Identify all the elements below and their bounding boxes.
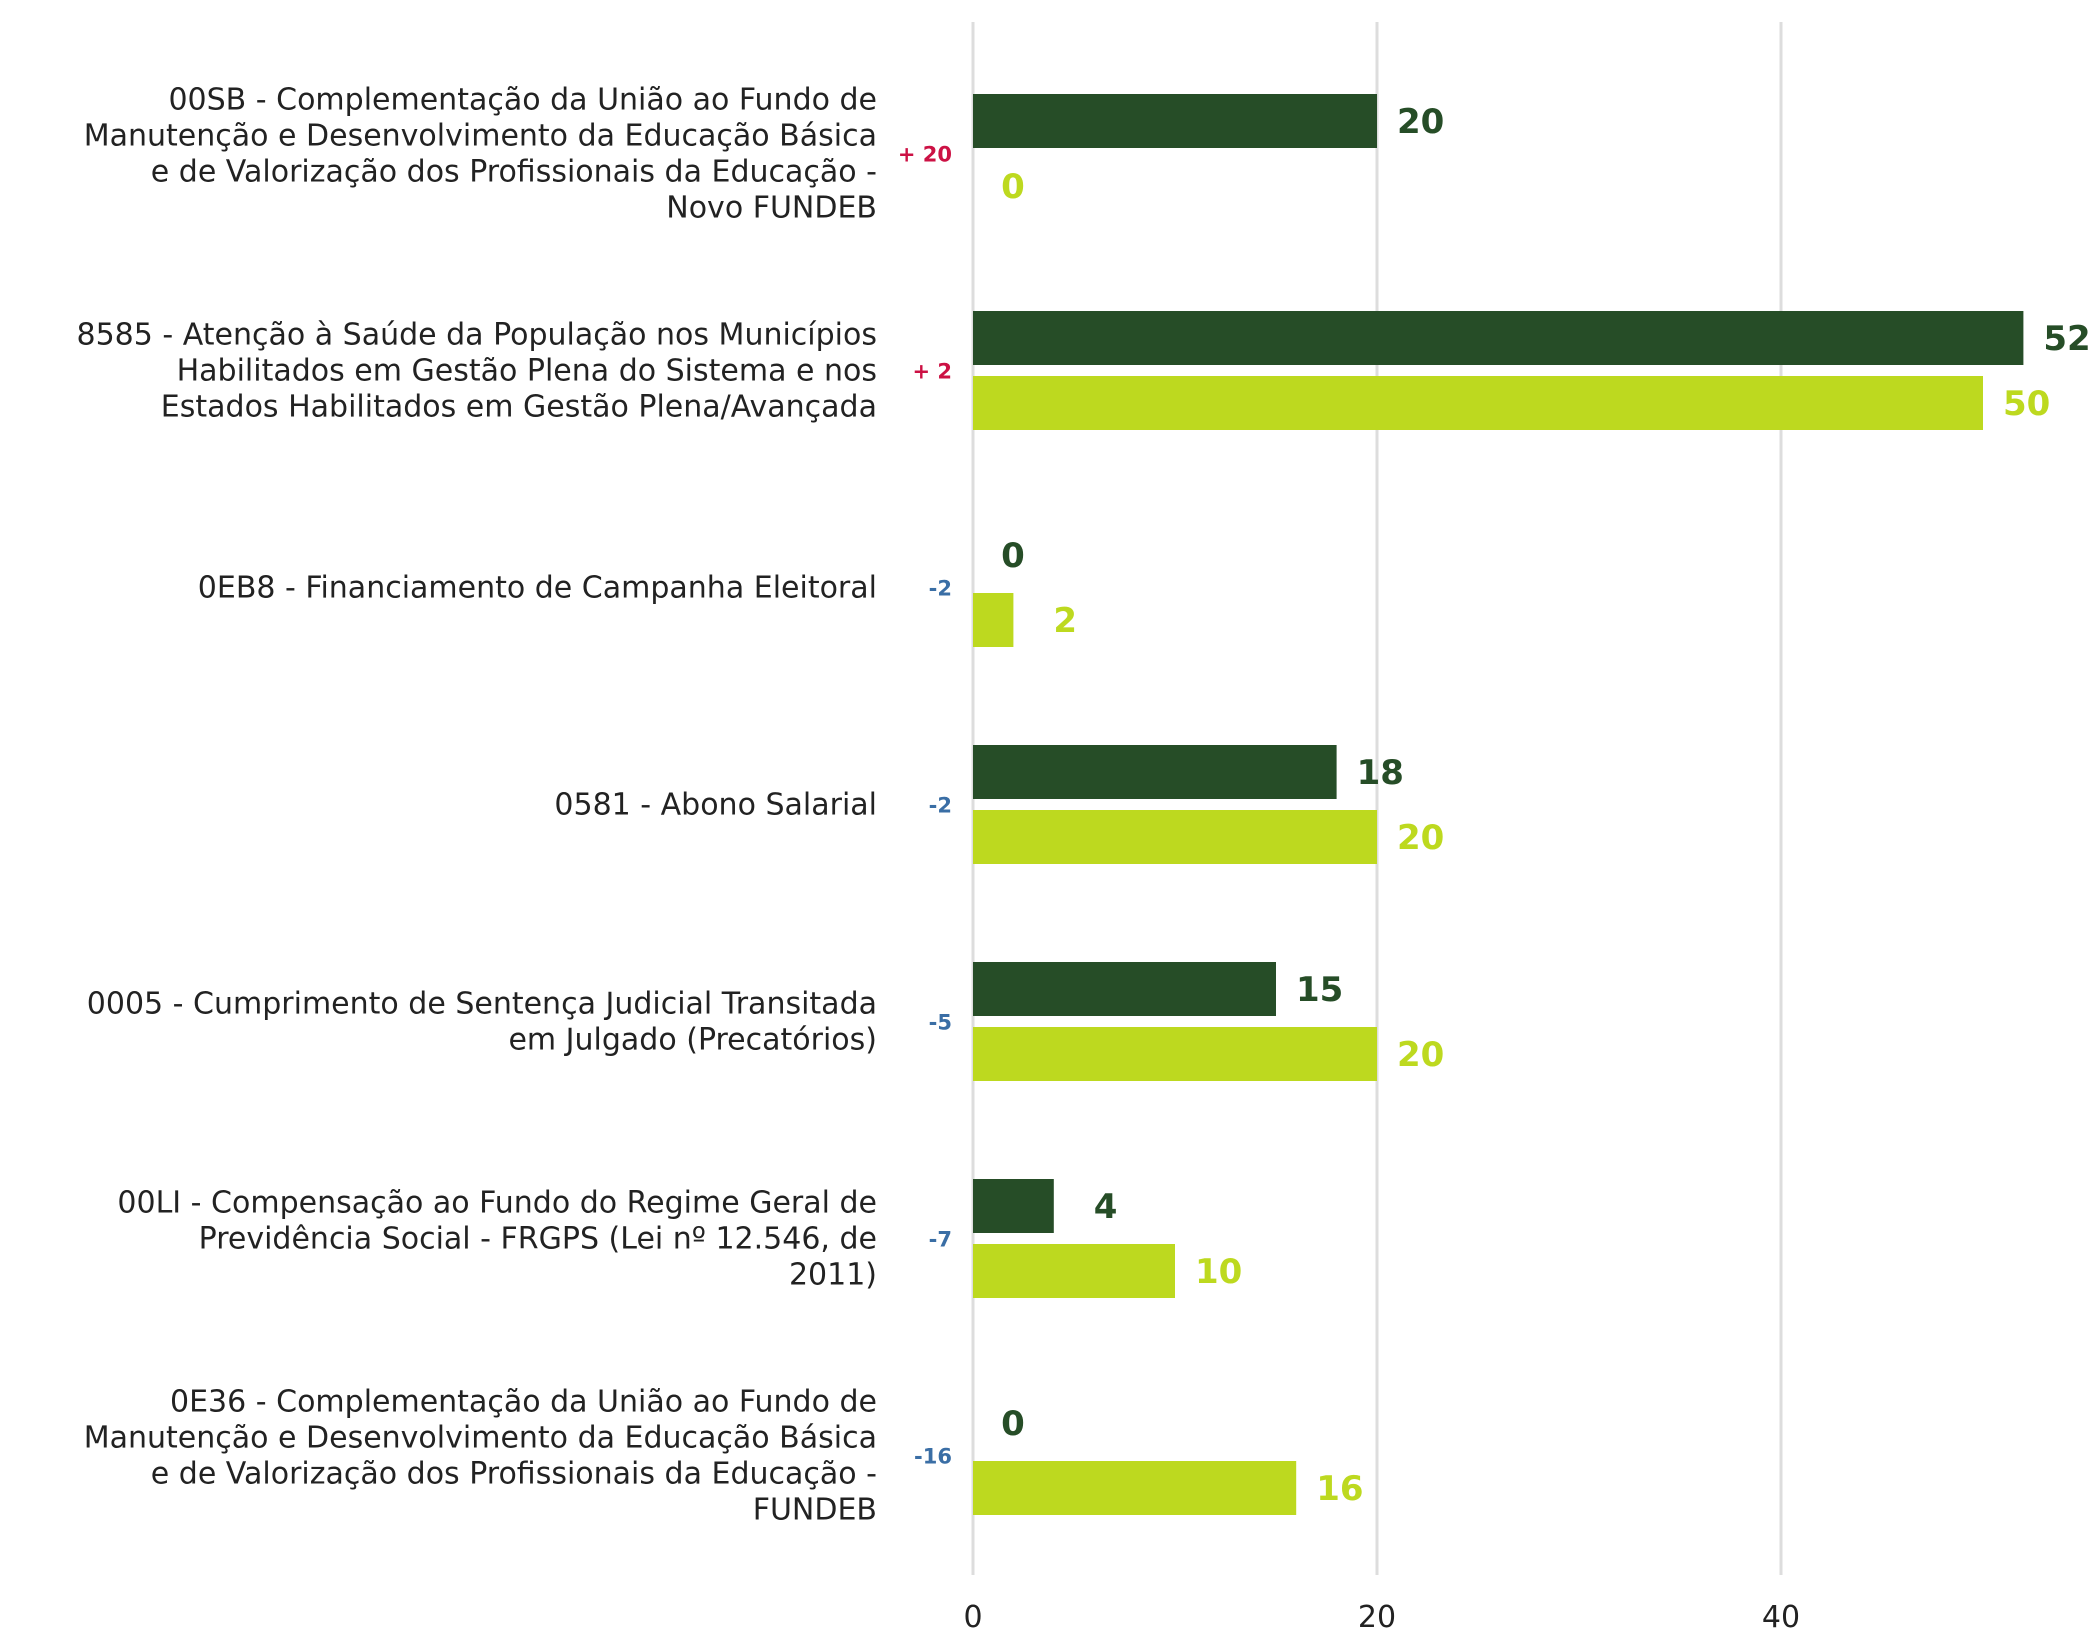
value-label-series1: 52	[2043, 319, 2090, 359]
difference-label: + 2	[912, 360, 952, 384]
category-label: 00LI - Compensação ao Fundo do Regime Ge…	[117, 1186, 877, 1293]
category-label: 0EB8 - Financiamento de Campanha Eleitor…	[198, 571, 877, 606]
category-label-line: 0E36 - Complementação da União ao Fundo …	[170, 1385, 877, 1420]
value-label-series1: 0	[1001, 1404, 1025, 1444]
bar-series1	[973, 311, 2024, 365]
value-label-series2: 10	[1195, 1252, 1242, 1292]
value-label-series1: 15	[1296, 970, 1343, 1010]
category-label-line: Novo FUNDEB	[666, 191, 877, 226]
difference-label: -2	[929, 794, 952, 818]
difference-label: -2	[929, 577, 952, 601]
category-label-line: Manutenção e Desenvolvimento da Educação…	[84, 119, 877, 154]
bar-series2	[973, 593, 1014, 647]
bar-series1	[973, 745, 1337, 799]
category-label-line: e de Valorização dos Profissionais da Ed…	[151, 155, 877, 190]
bar-series2	[973, 1461, 1297, 1515]
bar-series1	[973, 962, 1276, 1016]
category-label: 00SB - Complementação da União ao Fundo …	[84, 83, 877, 226]
value-label-series1: 4	[1094, 1187, 1118, 1227]
difference-label: -7	[929, 1228, 952, 1252]
category-label-line: FUNDEB	[753, 1493, 877, 1528]
category-label-line: 0005 - Cumprimento de Sentença Judicial …	[87, 987, 877, 1022]
value-label-series1: 18	[1357, 753, 1404, 793]
x-axis-ticks: 0 20 40	[963, 1600, 1800, 1635]
category-label-line: em Julgado (Precatórios)	[508, 1023, 877, 1058]
bar-series2	[973, 1244, 1175, 1298]
category-label-line: 0EB8 - Financiamento de Campanha Eleitor…	[198, 571, 877, 606]
value-label-series1: 20	[1397, 102, 1444, 142]
value-label-series2: 20	[1397, 1035, 1444, 1075]
category-label-line: 00SB - Complementação da União ao Fundo …	[168, 83, 877, 118]
bar-series2	[973, 1027, 1377, 1081]
category-label-line: 2011)	[789, 1258, 877, 1293]
category-label: 0E36 - Complementação da União ao Fundo …	[84, 1385, 877, 1528]
value-label-series2: 0	[1001, 167, 1025, 207]
value-label-series2: 16	[1316, 1469, 1363, 1509]
category-label: 0005 - Cumprimento de Sentença Judicial …	[87, 987, 877, 1058]
value-label-series2: 2	[1053, 601, 1077, 641]
bars	[973, 94, 2024, 1515]
category-label-line: Previdência Social - FRGPS (Lei nº 12.54…	[199, 1222, 877, 1257]
x-tick-label: 20	[1358, 1600, 1396, 1635]
value-label-series1: 0	[1001, 536, 1025, 576]
x-tick-label: 0	[963, 1600, 982, 1635]
x-tick-label: 40	[1762, 1600, 1800, 1635]
category-label: 0581 - Abono Salarial	[554, 788, 877, 823]
difference-label: + 20	[898, 143, 952, 167]
category-label-line: 00LI - Compensação ao Fundo do Regime Ge…	[117, 1186, 877, 1221]
bar-series1	[973, 1179, 1054, 1233]
bar-series2	[973, 376, 1983, 430]
category-label-line: 0581 - Abono Salarial	[554, 788, 877, 823]
category-label-line: 8585 - Atenção à Saúde da População nos …	[77, 318, 878, 353]
category-label-line: Estados Habilitados em Gestão Plena/Avan…	[161, 390, 877, 425]
category-label-line: Habilitados em Gestão Plena do Sistema e…	[177, 354, 877, 389]
difference-label: -16	[914, 1445, 952, 1469]
bar-series2	[973, 810, 1377, 864]
value-label-series2: 20	[1397, 818, 1444, 858]
difference-label: -5	[929, 1011, 952, 1035]
category-label-line: Manutenção e Desenvolvimento da Educação…	[84, 1421, 877, 1456]
bar-series1	[973, 94, 1377, 148]
category-label-line: e de Valorização dos Profissionais da Ed…	[151, 1457, 877, 1492]
category-label: 8585 - Atenção à Saúde da População nos …	[77, 318, 878, 425]
value-label-series2: 50	[2003, 384, 2050, 424]
